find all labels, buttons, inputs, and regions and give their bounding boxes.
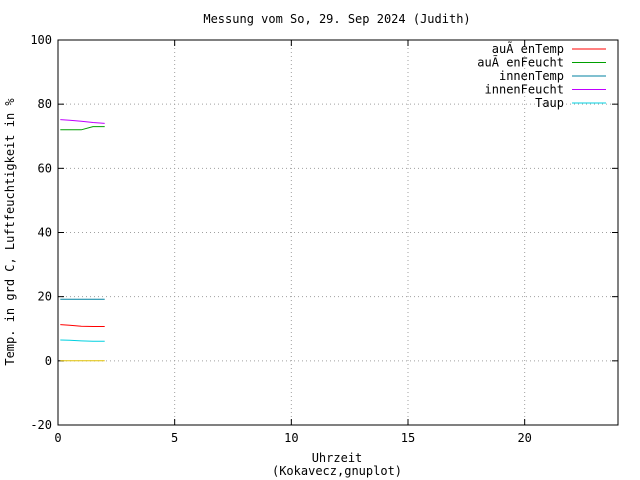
y-tick-label: 100	[30, 33, 52, 47]
grid-lines	[58, 40, 618, 425]
x-tick-label: 20	[517, 431, 531, 445]
x-tick-label: 0	[54, 431, 61, 445]
x-tick-label: 5	[171, 431, 178, 445]
chart-title: Messung vom So, 29. Sep 2024 (Judith)	[203, 12, 470, 26]
legend-label: auÃ enTemp	[492, 41, 564, 56]
legend-label: innenTemp	[499, 69, 564, 83]
y-tick-label: 60	[38, 161, 52, 175]
y-tick-label: 20	[38, 290, 52, 304]
series-line-au-entemp	[60, 324, 105, 327]
x-tick-label: 10	[284, 431, 298, 445]
series-line-innenfeucht	[60, 119, 105, 124]
series-line-au-enfeucht	[60, 126, 105, 131]
y-tick-label: -20	[30, 418, 52, 432]
legend-label: auÃ enFeucht	[477, 55, 564, 70]
x-axis-sublabel: (Kokavecz,gnuplot)	[272, 464, 402, 478]
series-line-taup	[60, 339, 105, 342]
x-axis-label: Uhrzeit	[312, 451, 363, 465]
y-tick-label: 0	[45, 354, 52, 368]
legend-label: Taup	[535, 96, 564, 110]
y-tick-label: 40	[38, 226, 52, 240]
y-axis-label: Temp. in grd C, Luftfeuchtigkeit in %	[3, 98, 17, 366]
legend-label: innenFeucht	[485, 83, 564, 97]
series-group	[60, 119, 105, 362]
y-tick-label: 80	[38, 97, 52, 111]
x-tick-label: 15	[401, 431, 415, 445]
